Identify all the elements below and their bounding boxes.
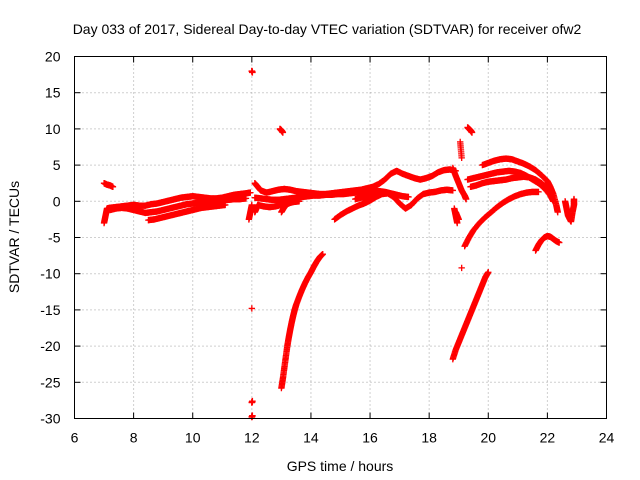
data-point-marker bbox=[279, 129, 287, 136]
data-point-marker bbox=[375, 190, 383, 198]
axis-ticks bbox=[74, 56, 607, 419]
series-arc-28 bbox=[479, 155, 561, 216]
data-point-marker bbox=[535, 188, 542, 196]
series-arc-29 bbox=[467, 173, 554, 198]
data-point-marker bbox=[249, 412, 256, 419]
x-tick-label: 16 bbox=[362, 430, 378, 446]
data-point-marker bbox=[458, 264, 465, 272]
chart-title: Day 033 of 2017, Sidereal Day-to-day VTE… bbox=[73, 21, 582, 37]
y-tick-label: 5 bbox=[53, 157, 61, 173]
data-point-marker bbox=[248, 201, 256, 209]
data-point-marker bbox=[290, 198, 297, 205]
y-tick-label: -25 bbox=[40, 374, 60, 390]
y-tick-label: 10 bbox=[45, 121, 61, 137]
x-tick-label: 18 bbox=[421, 430, 437, 446]
x-tick-label: 22 bbox=[540, 430, 556, 446]
y-tick-label: -10 bbox=[40, 266, 60, 282]
data-point-marker bbox=[462, 195, 470, 203]
series-arc-1 bbox=[100, 180, 117, 191]
series-arc-10 bbox=[278, 198, 297, 216]
data-point-marker bbox=[554, 208, 561, 216]
data-point-marker bbox=[455, 216, 462, 223]
series-arc-5 bbox=[245, 201, 256, 223]
series-arc-15 bbox=[248, 397, 256, 406]
x-axis-label: GPS time / hours bbox=[287, 458, 394, 474]
series-arc-24 bbox=[458, 264, 465, 272]
data-point-marker bbox=[247, 189, 254, 196]
x-tick-label: 8 bbox=[130, 430, 138, 446]
series-arc-25 bbox=[449, 269, 492, 363]
series-arc-13 bbox=[248, 67, 256, 76]
series-arc-18 bbox=[278, 250, 326, 392]
x-tick-label: 20 bbox=[480, 430, 496, 446]
data-point-marker bbox=[405, 193, 412, 201]
data-points bbox=[100, 67, 578, 421]
y-tick-label: 20 bbox=[45, 49, 61, 65]
y-tick-label: -15 bbox=[40, 302, 60, 318]
data-point-marker bbox=[468, 129, 476, 136]
data-point-marker bbox=[248, 305, 256, 312]
data-point-marker bbox=[242, 195, 250, 202]
x-tick-label: 6 bbox=[71, 430, 79, 446]
data-point-marker bbox=[556, 239, 563, 246]
series-arc-26 bbox=[461, 188, 542, 250]
series-arc-19 bbox=[449, 164, 470, 203]
y-tick-label: 15 bbox=[45, 85, 61, 101]
data-point-marker bbox=[222, 201, 229, 209]
data-point-marker bbox=[547, 190, 554, 198]
series-arc-14 bbox=[248, 305, 256, 312]
series-arc-11 bbox=[331, 186, 457, 223]
x-tick-label: 10 bbox=[185, 430, 201, 446]
series-arc-22 bbox=[457, 138, 465, 162]
series-arc-17 bbox=[276, 125, 287, 136]
x-axis-tick-labels: 6 8 10 12 14 16 18 20 22 24 bbox=[71, 430, 615, 446]
grid-lines bbox=[74, 56, 607, 419]
series-arc-31 bbox=[561, 195, 578, 225]
plot-frame bbox=[74, 56, 607, 419]
series-arc-3 bbox=[106, 195, 250, 217]
data-point-marker bbox=[109, 183, 117, 191]
series-arc-21 bbox=[452, 208, 462, 223]
y-tick-label: -20 bbox=[40, 338, 60, 354]
series-arc-12 bbox=[352, 190, 383, 203]
x-tick-label: 24 bbox=[599, 430, 615, 446]
data-point-marker bbox=[295, 198, 303, 205]
data-point-marker bbox=[485, 269, 492, 276]
data-point-marker bbox=[254, 202, 261, 209]
series-arc-16 bbox=[248, 412, 256, 421]
data-point-marker bbox=[249, 69, 256, 76]
y-axis-label: SDTVAR / TECUs bbox=[6, 181, 22, 293]
series-arc-30 bbox=[532, 232, 563, 254]
series-arc-23 bbox=[464, 124, 476, 136]
data-point-marker bbox=[249, 397, 256, 405]
data-point-marker bbox=[458, 154, 465, 162]
data-point-marker bbox=[449, 187, 457, 194]
data-point-marker bbox=[454, 219, 461, 227]
y-axis-tick-labels: 20 15 10 5 0 -5 -10 -15 -20 -25 -30 bbox=[40, 49, 60, 427]
series-arc-9 bbox=[251, 202, 261, 216]
y-tick-label: 0 bbox=[53, 193, 61, 209]
data-point-marker bbox=[570, 195, 578, 203]
series-arc-4 bbox=[145, 201, 229, 224]
y-tick-label: -5 bbox=[48, 230, 61, 246]
data-point-marker bbox=[319, 250, 326, 258]
y-tick-label: -30 bbox=[40, 411, 60, 427]
x-tick-label: 12 bbox=[244, 430, 260, 446]
x-tick-label: 14 bbox=[303, 430, 319, 446]
